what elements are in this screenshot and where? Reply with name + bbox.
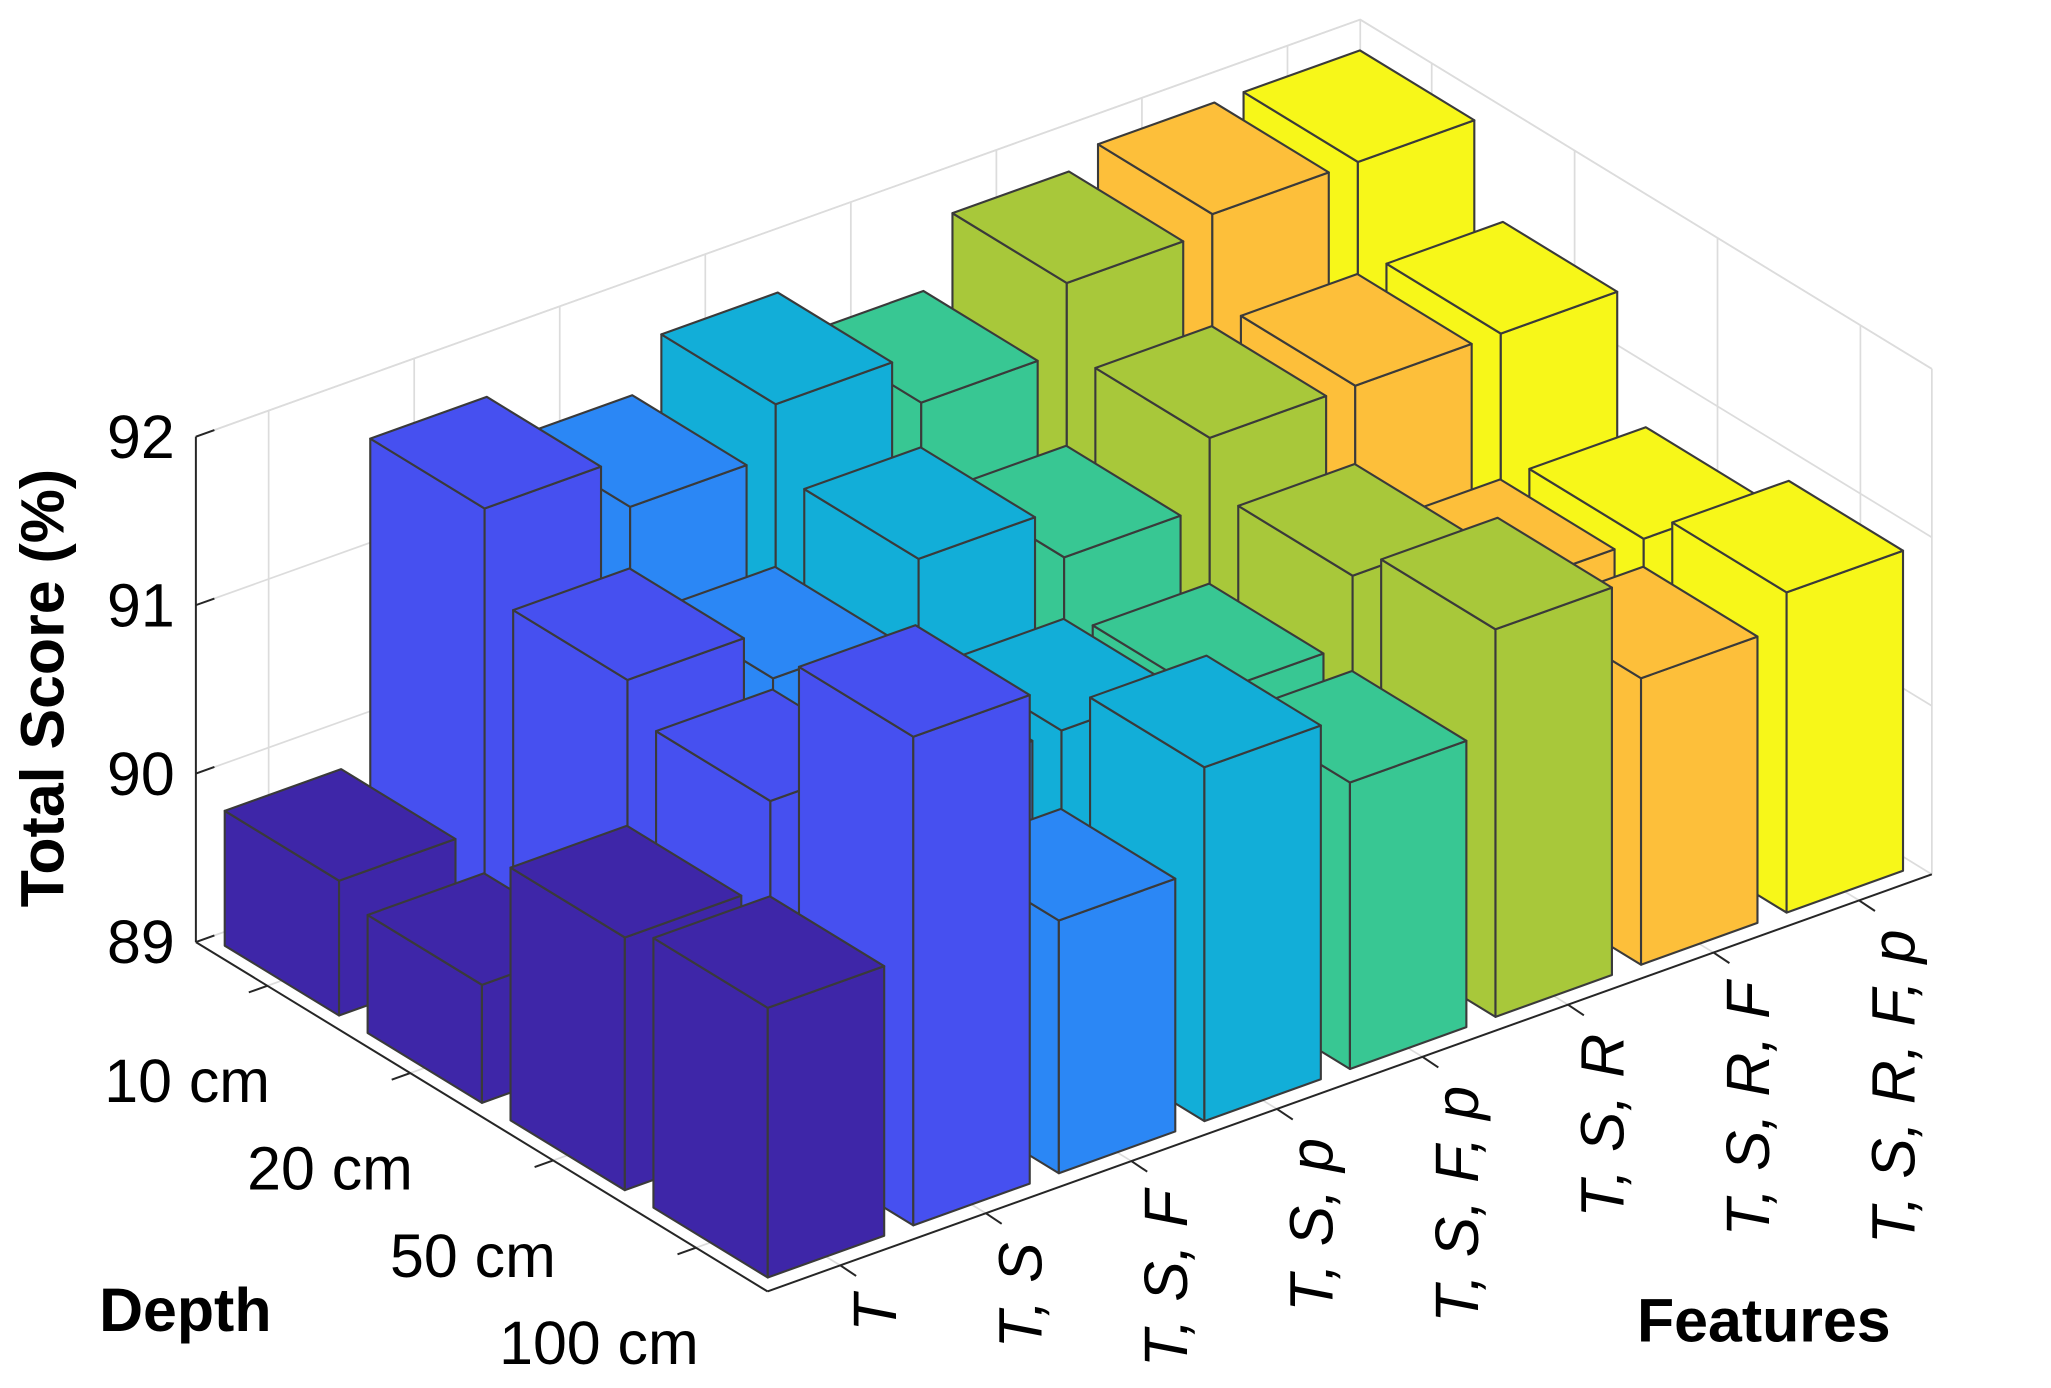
tick-mark [985,1212,1003,1225]
depth-tick-label: 100 cm [499,1309,699,1377]
feature-tick-label: T, S, F [1132,1186,1200,1367]
tick-mark [1567,1003,1585,1017]
bar-front [1348,739,1468,1071]
depth-tick-label: 50 cm [390,1222,556,1290]
z-tick-label: 89 [107,908,175,976]
bar-top [1096,101,1330,216]
bar-top [797,624,1031,738]
tick-mark [1421,1055,1439,1069]
bar-top [803,446,1037,560]
bar-front [1203,724,1322,1123]
bar-top [1380,516,1613,631]
bar-top [509,824,743,939]
feature-tick-label: T, S, R [1569,1034,1637,1218]
tick-mark [534,1159,554,1168]
bar-front [1494,586,1613,1018]
tick-mark [195,766,215,775]
depth-tick-label: 20 cm [247,1135,413,1203]
grid-line [195,18,1933,438]
tick-mark [195,429,215,438]
bar-top [951,170,1185,285]
feature-tick-label: T, S, F, p [1423,1086,1491,1323]
tick-mark [1858,899,1876,912]
z-tick-label: 92 [107,403,175,471]
z-tick-label: 90 [107,740,175,808]
bar-front [912,693,1031,1227]
bars [223,49,1905,1279]
feature-tick-label: T, S [986,1242,1054,1348]
bar-top [369,395,603,510]
depth-axis [195,941,769,1293]
bar [652,895,886,1279]
tick-mark [195,597,215,607]
bar-front [766,965,886,1279]
bar-top [1242,49,1476,164]
tick-mark [391,1072,411,1081]
tick-mark [1276,1108,1294,1121]
feature-tick-label: T, S, p [1277,1138,1345,1312]
bar-top [1671,479,1905,594]
bar-top [1089,654,1322,769]
tick-mark [1130,1160,1148,1173]
feature-tick-label: T [841,1291,909,1332]
z-axis-label: Total Score (%) [9,469,77,907]
bar-front [1639,635,1759,966]
bar-top [1385,220,1619,335]
depth-tick-label: 10 cm [104,1047,270,1115]
tick-mark [839,1264,857,1277]
z-tick-label: 91 [107,571,175,639]
tick-mark [677,1246,697,1256]
depth-axis-label: Depth [99,1276,271,1344]
feature-tick-label: T, S, R, F, p [1860,930,1928,1245]
feature-tick-label: T, S, R, F [1714,978,1782,1237]
bar-top [512,567,745,682]
features-axis-label: Features [1637,1287,1891,1355]
bar-front [1057,877,1177,1175]
bar-top [1094,325,1328,439]
features-axis [767,873,1933,1293]
bar-top [660,291,894,406]
labels: Total Score (%) Depth Features 89 90 91 92 1… [9,403,1928,1377]
tick-mark [1712,951,1730,964]
bar-top [652,895,886,1009]
tick-mark [195,934,215,944]
bar-front [1785,549,1905,914]
bar-top [1239,272,1473,387]
bar-top [223,768,457,882]
tick-mark [248,984,268,994]
